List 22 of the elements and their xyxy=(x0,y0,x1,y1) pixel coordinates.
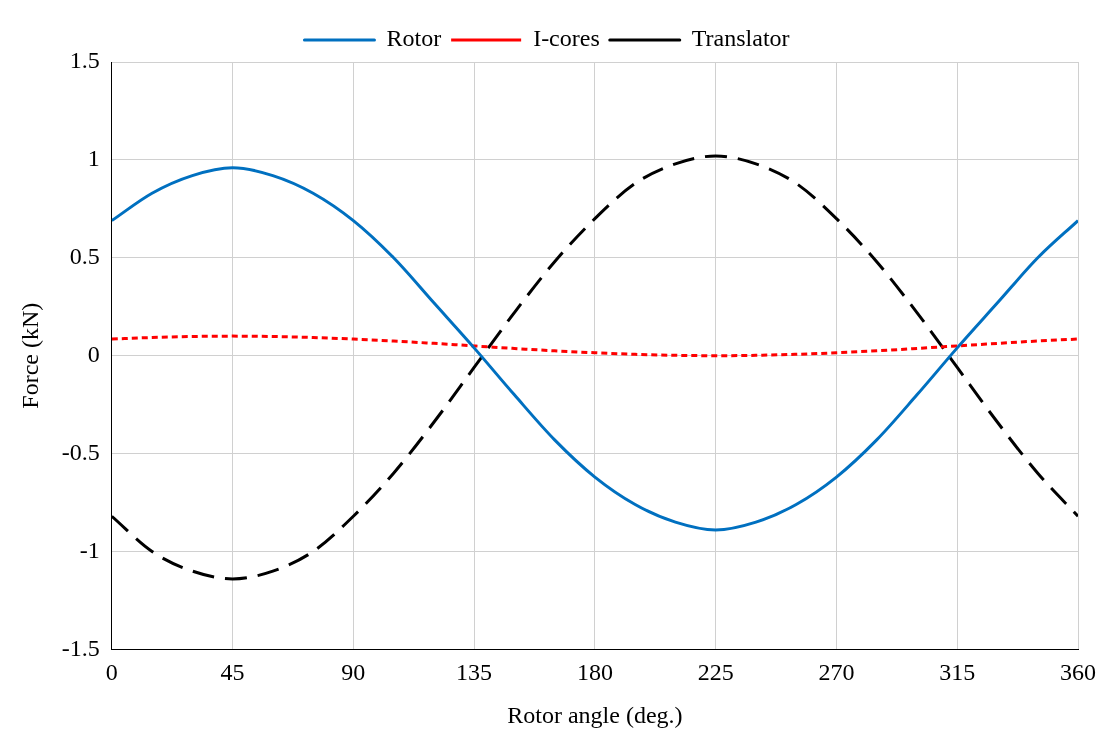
x-tick-label: 315 xyxy=(939,659,976,686)
y-tick-label: 1.5 xyxy=(69,47,100,74)
legend-label: Translator xyxy=(691,25,790,52)
x-tick-label: 45 xyxy=(220,659,245,686)
x-axis-title: Rotor angle (deg.) xyxy=(507,701,683,728)
legend-label: I-cores xyxy=(533,25,600,52)
y-tick-label: -1 xyxy=(79,536,100,563)
y-tick-label: 0 xyxy=(87,341,100,367)
y-tick-label: -0.5 xyxy=(61,438,100,465)
x-tick-label: 135 xyxy=(456,659,493,686)
x-tick-label: 90 xyxy=(341,659,366,686)
legend-label: Rotor xyxy=(386,25,442,52)
y-axis-title: Force (kN) xyxy=(16,302,43,409)
x-tick-label: 180 xyxy=(576,659,613,686)
line-series xyxy=(111,334,1078,358)
x-tick-label: 270 xyxy=(818,659,855,686)
y-tick-label: -1.5 xyxy=(61,634,100,661)
y-tick-label: 0.5 xyxy=(69,243,100,270)
x-tick-label: 360 xyxy=(1060,659,1096,686)
x-tick-label: 225 xyxy=(697,659,734,686)
x-tick-label: 0 xyxy=(105,659,118,686)
y-tick-label: 1 xyxy=(87,145,100,172)
